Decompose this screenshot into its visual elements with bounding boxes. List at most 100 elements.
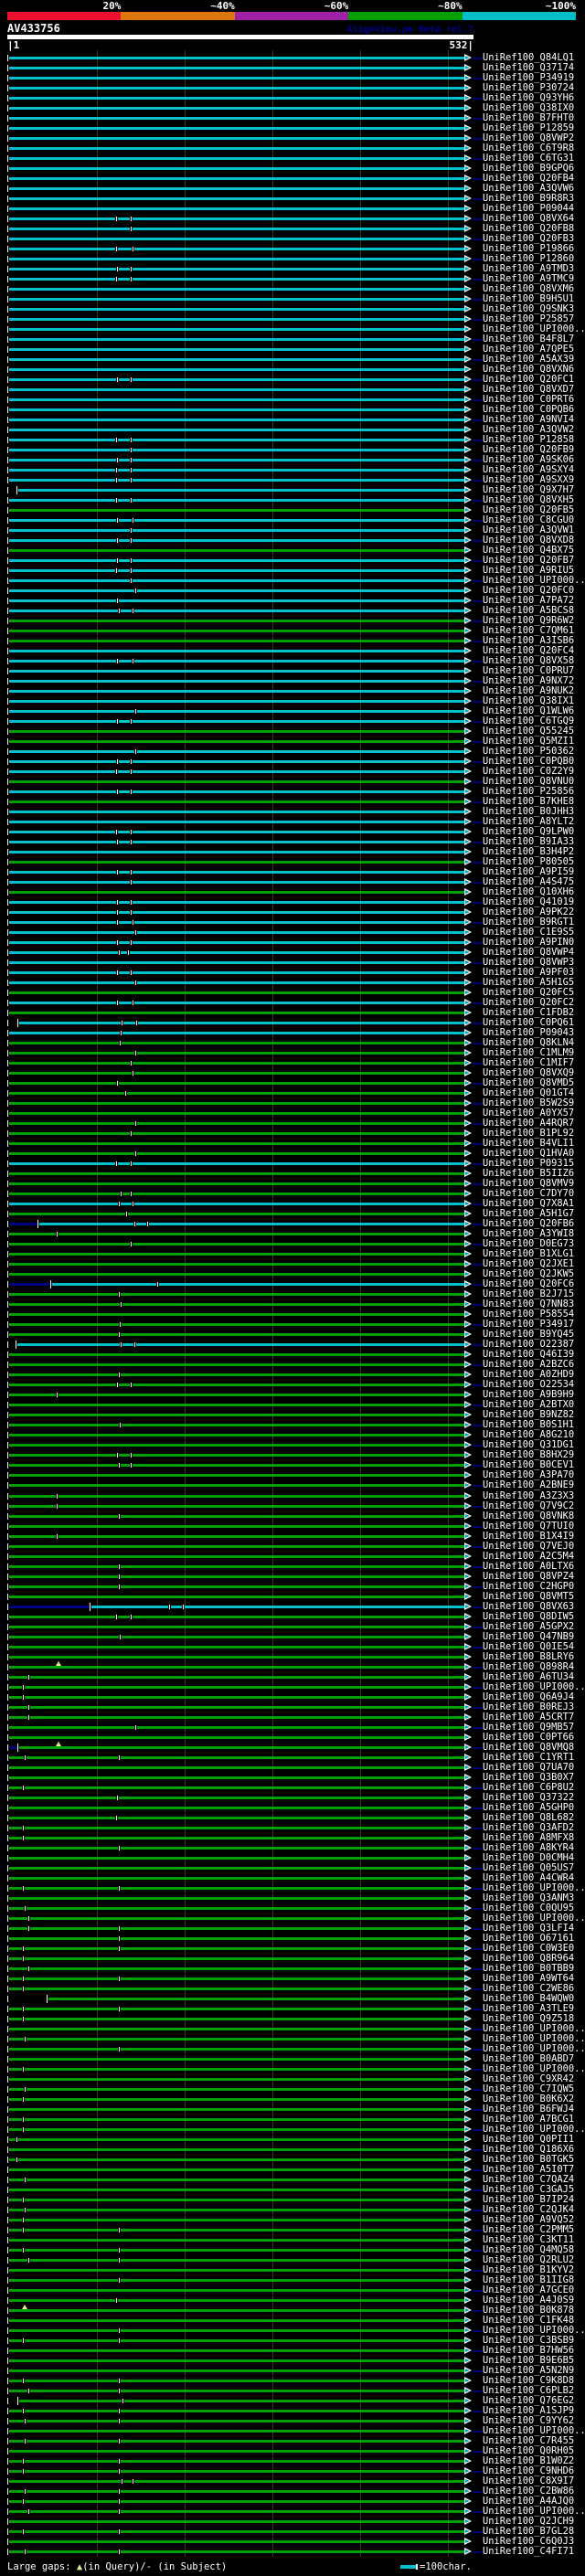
hit-label[interactable]: UniRef100_C3GAJ5 [483,2184,575,2195]
hit-bar[interactable] [9,187,464,190]
hit-bar[interactable] [9,1907,464,1910]
hit-label[interactable]: UniRef100_A5N2N9 [483,2365,575,2376]
hit-bar[interactable] [9,2168,464,2171]
hit-label[interactable]: UniRef100_A4J0S9 [483,2295,575,2306]
hit-bar[interactable] [9,720,464,723]
hit-label[interactable]: UniRef100_Q7VEJ0 [483,1541,575,1552]
hit-label[interactable]: UniRef100_Q41019 [483,896,575,907]
hit-bar[interactable] [9,1323,464,1326]
hit-label[interactable]: UniRef100_Q20FB7 [483,555,575,566]
hit-label[interactable]: UniRef100_C8CGU0 [483,514,575,525]
hit-label[interactable]: UniRef100_A3QVW6 [483,183,575,194]
hit-bar[interactable] [9,2420,464,2422]
hit-label[interactable]: UniRef100_C2WE86 [483,1983,575,1994]
hit-label[interactable]: UniRef100_B1IIG8 [483,2274,575,2285]
hit-label[interactable]: UniRef100_P25856 [483,786,575,797]
hit-label[interactable]: UniRef100_C6T9R8 [483,143,575,154]
hit-label[interactable]: UniRef100_B4F8L7 [483,334,575,345]
hit-bar[interactable] [9,1887,464,1890]
hit-label[interactable]: UniRef100_P12860 [483,253,575,264]
hit-label[interactable]: UniRef100_B5IIZ6 [483,1168,575,1179]
hit-bar[interactable] [9,2148,464,2151]
hit-label[interactable]: UniRef100_P09043 [483,1027,575,1038]
hit-label[interactable]: UniRef100_A9PIN0 [483,937,575,948]
hit-bar[interactable] [9,640,464,642]
hit-label[interactable]: UniRef100_UPI000.. [483,2063,585,2074]
hit-bar[interactable] [9,2229,464,2231]
hit-label[interactable]: UniRef100_Q7X8A1 [483,1198,575,1209]
hit-bar[interactable] [9,529,464,532]
hit-bar[interactable] [9,1414,464,1416]
hit-label[interactable]: UniRef100_Q3B0X7 [483,1772,575,1783]
hit-bar[interactable] [9,2018,464,2020]
hit-label[interactable]: UniRef100_C9XR42 [483,2073,575,2084]
hit-bar[interactable] [9,911,464,914]
hit-label[interactable]: UniRef100_A5I0T7 [483,2164,575,2175]
hit-bar[interactable] [9,961,464,964]
hit-label[interactable]: UniRef100_Q0IE54 [483,1641,575,1652]
hit-bar[interactable] [39,1223,464,1225]
hit-bar[interactable] [9,2390,464,2392]
hit-label[interactable]: UniRef100_B1W0Z2 [483,2455,575,2466]
hit-bar[interactable] [9,2329,464,2332]
hit-bar[interactable] [9,630,464,632]
hit-label[interactable]: UniRef100_A0LTX6 [483,1561,575,1572]
hit-bar[interactable] [9,1867,464,1870]
hit-label[interactable]: UniRef100_Q20FB4 [483,173,575,184]
hit-bar[interactable] [9,1957,464,1960]
hit-label[interactable]: UniRef100_C3KT11 [483,2234,575,2245]
hit-bar[interactable] [9,1454,464,1457]
hit-label[interactable]: UniRef100_C7DY70 [483,1188,575,1199]
hit-label[interactable]: UniRef100_Q3AFD2 [483,1822,575,1833]
hit-bar[interactable] [9,1293,464,1296]
hit-bar[interactable] [9,2289,464,2292]
hit-bar[interactable] [9,1656,464,1659]
hit-bar[interactable] [9,1313,464,1316]
hit-label[interactable]: UniRef100_A9SXX9 [483,474,575,485]
hit-label[interactable]: UniRef100_C0Z2Y9 [483,766,575,777]
hit-label[interactable]: UniRef100_A9SXY4 [483,464,575,475]
hit-label[interactable]: UniRef100_B1X4I9 [483,1531,575,1542]
hit-bar[interactable] [9,439,464,441]
hit-bar[interactable] [9,620,464,622]
hit-bar[interactable] [9,569,464,572]
hit-bar[interactable] [9,87,464,90]
hit-bar[interactable] [9,931,464,934]
hit-bar[interactable] [9,348,464,351]
hit-label[interactable]: UniRef100_C2QJK4 [483,2204,575,2215]
hit-label[interactable]: UniRef100_Q20FC5 [483,987,575,998]
hit-bar[interactable] [9,318,464,321]
hit-bar[interactable] [9,2460,464,2463]
hit-bar[interactable] [9,419,464,421]
hit-label[interactable]: UniRef100_A9NX72 [483,675,575,686]
hit-bar[interactable] [9,1807,464,1809]
hit-bar[interactable] [9,1383,464,1386]
hit-bar[interactable] [9,1797,464,1799]
hit-bar[interactable] [9,831,464,833]
hit-bar[interactable] [9,1817,464,1819]
hit-bar[interactable] [9,1937,464,1940]
hit-label[interactable]: UniRef100_C7QM61 [483,625,575,636]
hit-label[interactable]: UniRef100_A5CRT7 [483,1712,575,1723]
hit-bar[interactable] [9,2048,464,2051]
hit-bar[interactable] [9,1927,464,1930]
hit-bar[interactable] [9,549,464,552]
hit-bar[interactable] [9,2440,464,2443]
hit-label[interactable]: UniRef100_B0ABD7 [483,2053,575,2064]
hit-label[interactable]: UniRef100_Q4BX75 [483,545,575,556]
hit-label[interactable]: UniRef100_C0PQ61 [483,1017,575,1028]
hit-label[interactable]: UniRef100_B7FHT0 [483,112,575,123]
hit-bar[interactable] [9,77,464,80]
hit-bar[interactable] [9,2178,464,2181]
hit-label[interactable]: UniRef100_UPI000.. [483,1913,585,1924]
hit-label[interactable]: UniRef100_Q05US7 [483,1862,575,1873]
hit-label[interactable]: UniRef100_UPI000.. [483,1681,585,1692]
hit-bar[interactable] [9,2530,464,2533]
hit-label[interactable]: UniRef100_A5H1G7 [483,1208,575,1219]
hit-label[interactable]: UniRef100_UPI000.. [483,1882,585,1893]
hit-label[interactable]: UniRef100_P12858 [483,434,575,445]
hit-bar[interactable] [9,1525,464,1528]
hit-label[interactable]: UniRef100_Q37174 [483,62,575,73]
hit-label[interactable]: UniRef100_Q8L682 [483,1812,575,1823]
hit-label[interactable]: UniRef100_O22534 [483,1379,575,1390]
